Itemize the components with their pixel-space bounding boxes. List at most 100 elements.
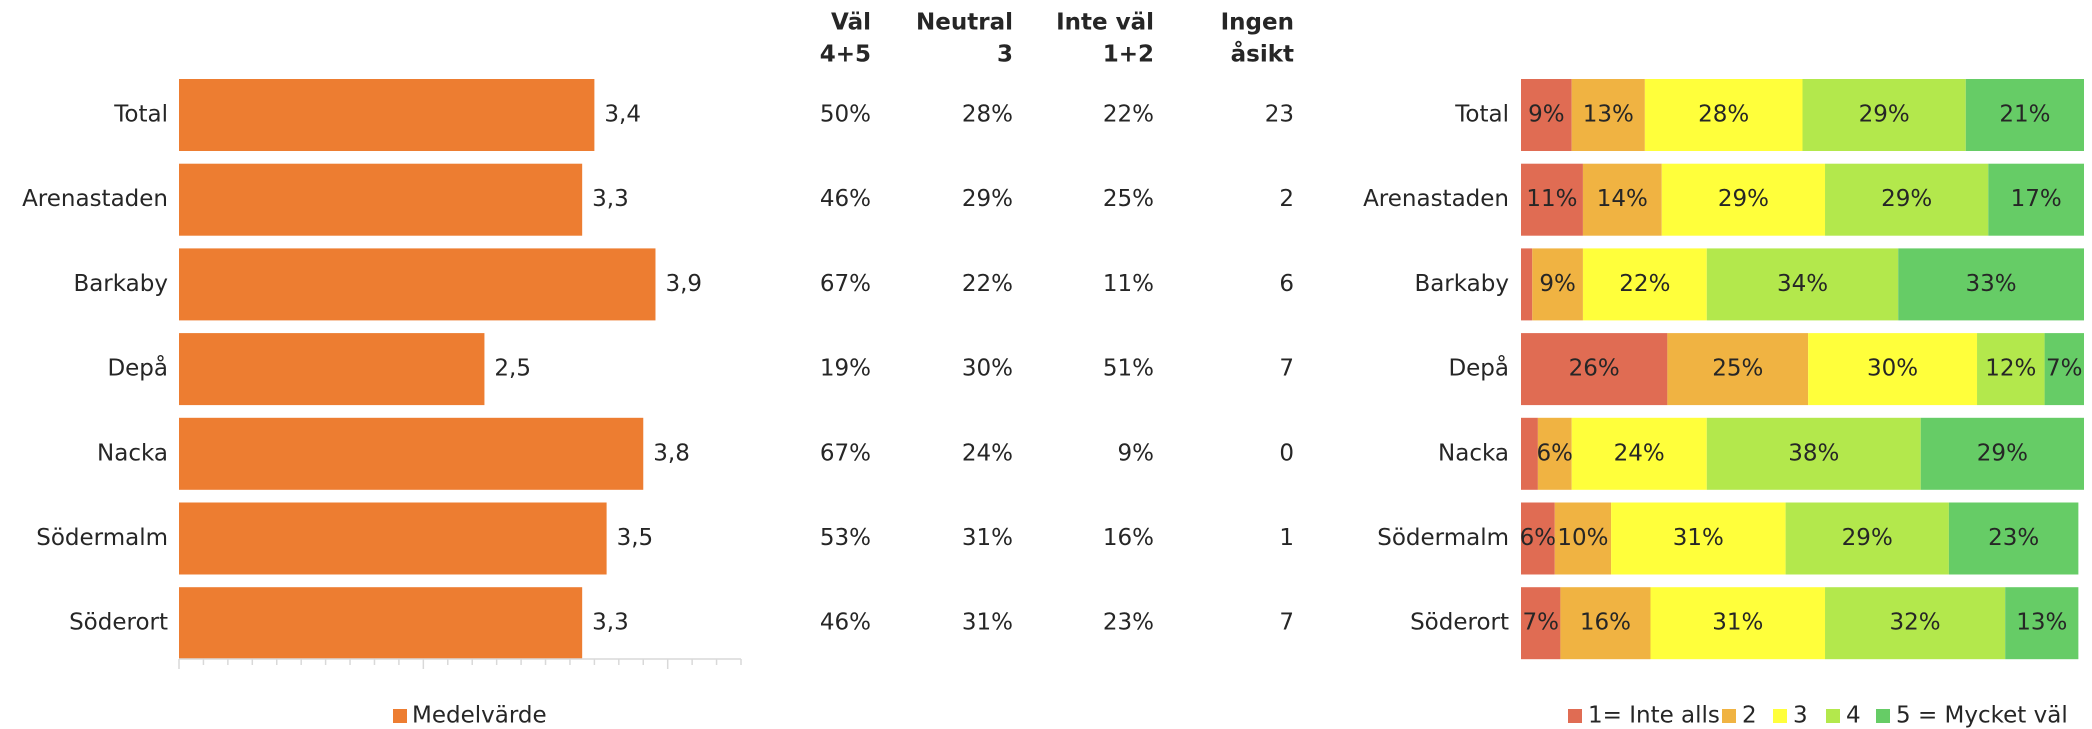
value-label: 3,8 <box>653 440 690 466</box>
category-label: Nacka <box>1438 440 1509 466</box>
table-cell: 19% <box>820 356 871 382</box>
value-label: 29% <box>1842 525 1893 551</box>
value-label: 14% <box>1597 186 1648 212</box>
bar-segment <box>1554 502 1612 575</box>
bar-segment <box>1521 79 1572 151</box>
legend-swatch <box>1722 709 1736 723</box>
bar-segment <box>1898 248 2084 321</box>
column-header: 1+2 <box>1103 42 1154 68</box>
value-label: 29% <box>1859 102 1910 128</box>
bar-segment <box>1537 417 1572 490</box>
legend-label: 2 <box>1742 703 1757 729</box>
bar-segment <box>1650 587 1826 660</box>
bar-segment <box>1582 163 1662 236</box>
column-header: 4+5 <box>820 42 871 68</box>
table-cell: 31% <box>962 610 1013 636</box>
value-label: 10% <box>1557 525 1608 551</box>
value-label: 29% <box>1977 440 2028 466</box>
column-header: Inte väl <box>1056 10 1154 36</box>
legend-label: 1= Inte alls <box>1588 703 1720 729</box>
value-label: 3,3 <box>592 186 629 212</box>
category-label: Total <box>1454 102 1509 128</box>
value-label: 25% <box>1712 356 1763 382</box>
bar <box>179 248 656 321</box>
value-label: 2,5 <box>494 356 531 382</box>
value-label: 28% <box>1698 102 1749 128</box>
value-label: 6% <box>1537 440 1574 466</box>
table-cell: 1 <box>1279 525 1294 551</box>
bar-segment <box>1611 502 1786 575</box>
category-label: Arenastaden <box>22 186 168 212</box>
table-cell: 31% <box>962 525 1013 551</box>
table-cell: 9% <box>1118 440 1155 466</box>
value-label: 30% <box>1867 356 1918 382</box>
value-label: 21% <box>1999 102 2050 128</box>
bar-segment <box>1948 502 2079 575</box>
bar-segment <box>1667 333 1809 406</box>
bar-segment <box>1706 417 1921 490</box>
value-label: 13% <box>2016 610 2067 636</box>
table-cell: 7 <box>1279 610 1294 636</box>
value-label: 38% <box>1788 440 1839 466</box>
table-cell: 6 <box>1279 271 1294 297</box>
table-cell: 53% <box>820 525 871 551</box>
bar-segment <box>1808 333 1978 406</box>
legend-label: 5 = Mycket väl <box>1896 703 2068 729</box>
legend-label: Medelvärde <box>412 703 547 729</box>
value-label: 6% <box>1520 525 1557 551</box>
column-header: Ingen <box>1221 10 1294 36</box>
bar-segment <box>1571 79 1645 151</box>
column-header: Neutral <box>916 10 1013 36</box>
bar-segment <box>1644 79 1803 151</box>
value-label: 7% <box>2046 356 2083 382</box>
legend-swatch <box>1568 709 1582 723</box>
bar-segment <box>1521 333 1668 406</box>
bar-segment <box>2005 587 2079 660</box>
table-cell: 2 <box>1279 186 1294 212</box>
table-cell: 24% <box>962 440 1013 466</box>
value-label: 31% <box>1673 525 1724 551</box>
bar-segment <box>1560 587 1651 660</box>
bar-segment <box>1965 79 2084 151</box>
bar <box>179 417 644 490</box>
category-label: Söderort <box>69 610 168 636</box>
bar-segment <box>1825 587 2006 660</box>
value-label: 29% <box>1718 186 1769 212</box>
legend-label: 3 <box>1793 703 1808 729</box>
bar <box>179 587 583 660</box>
value-label: 16% <box>1580 610 1631 636</box>
category-label: Depå <box>107 354 168 382</box>
bar <box>179 333 485 406</box>
column-header: åsikt <box>1231 41 1294 68</box>
legend-swatch <box>1773 709 1787 723</box>
table-cell: 22% <box>1103 102 1154 128</box>
table-cell: 23% <box>1103 610 1154 636</box>
value-label: 34% <box>1777 271 1828 297</box>
value-label: 33% <box>1966 271 2017 297</box>
bar <box>179 79 595 151</box>
bar <box>179 502 607 575</box>
bar-segment <box>1582 248 1707 321</box>
bar-segment <box>1977 333 2045 406</box>
bar-segment <box>1706 248 1899 321</box>
bar-segment <box>1825 163 1989 236</box>
table-cell: 23 <box>1265 102 1294 128</box>
table-cell: 50% <box>820 102 871 128</box>
legend-label: 4 <box>1846 703 1861 729</box>
table-cell: 46% <box>820 610 871 636</box>
bar-segment <box>1661 163 1826 236</box>
value-label: 13% <box>1583 102 1634 128</box>
bar-segment <box>1785 502 1949 575</box>
bar-segment <box>1988 163 2084 236</box>
category-label: Total <box>113 102 168 128</box>
column-header: 3 <box>997 42 1013 68</box>
table-cell: 29% <box>962 186 1013 212</box>
bar-segment <box>1521 163 1583 236</box>
table-cell: 0 <box>1279 440 1294 466</box>
table-cell: 25% <box>1103 186 1154 212</box>
value-label: 24% <box>1614 440 1665 466</box>
table-cell: 51% <box>1103 356 1154 382</box>
value-label: 31% <box>1712 610 1763 636</box>
bar-segment <box>1521 502 1555 575</box>
